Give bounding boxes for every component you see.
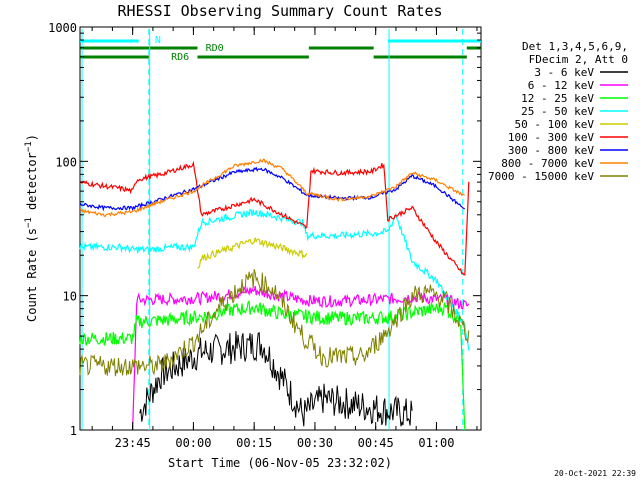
x-tick-label-2: 00:15 bbox=[236, 436, 272, 450]
legend-label-5: 100 - 300 keV bbox=[508, 131, 594, 144]
legend: Det 1,3,4,5,6,9,FDecim 2, Att 03 - 6 keV… bbox=[488, 40, 628, 183]
series-layer bbox=[79, 158, 470, 431]
x-tick-label-0: 23:45 bbox=[115, 436, 151, 450]
plot-frame bbox=[79, 26, 482, 431]
series-line-3 bbox=[79, 208, 470, 351]
series-line-5 bbox=[79, 160, 470, 276]
legend-label-3: 25 - 50 keV bbox=[521, 105, 594, 118]
chart-title: RHESSI Observing Summary Count Rates bbox=[117, 2, 442, 20]
series-line-7 bbox=[79, 158, 465, 217]
series-line-6 bbox=[79, 166, 465, 212]
y-tick-label-0: 1 bbox=[70, 424, 77, 438]
legend-label-8: 7000 - 15000 keV bbox=[488, 170, 594, 183]
annotation-n: N bbox=[155, 35, 161, 46]
x-tick-label-5: 01:00 bbox=[418, 436, 454, 450]
y-tick-label-2: 100 bbox=[55, 155, 77, 169]
legend-label-7: 800 - 7000 keV bbox=[501, 157, 594, 170]
y-tick-label-3: 1000 bbox=[48, 21, 77, 35]
legend-label-6: 300 - 800 keV bbox=[508, 144, 594, 157]
legend-header-0: Det 1,3,4,5,6,9, bbox=[522, 40, 628, 53]
series-line-4 bbox=[197, 237, 308, 269]
x-tick-label-3: 00:30 bbox=[297, 436, 333, 450]
legend-label-4: 50 - 100 keV bbox=[515, 118, 595, 131]
x-tick-label-1: 00:00 bbox=[175, 436, 211, 450]
annotation-rd0: RD0 bbox=[206, 43, 224, 54]
y-axis-label: Count Rate (s−1 detector−1) bbox=[24, 134, 39, 322]
legend-label-0: 3 - 6 keV bbox=[534, 66, 594, 79]
legend-label-1: 6 - 12 keV bbox=[528, 79, 595, 92]
x-tick-label-4: 00:45 bbox=[358, 436, 394, 450]
x-axis-label: Start Time (06-Nov-05 23:32:02) bbox=[168, 456, 392, 470]
y-tick-label-1: 10 bbox=[63, 290, 77, 304]
series-line-8 bbox=[79, 269, 470, 377]
annotation-rd6: RD6 bbox=[171, 52, 189, 63]
legend-label-2: 12 - 25 keV bbox=[521, 92, 594, 105]
axis-layer: 1 10 100 1000 23:45 00:00 00:15 00:30 00:45 01:00 bbox=[48, 21, 481, 450]
legend-header-1: FDecim 2, Att 0 bbox=[529, 53, 628, 66]
timestamp: 20-Oct-2021 22:39 bbox=[554, 469, 636, 478]
